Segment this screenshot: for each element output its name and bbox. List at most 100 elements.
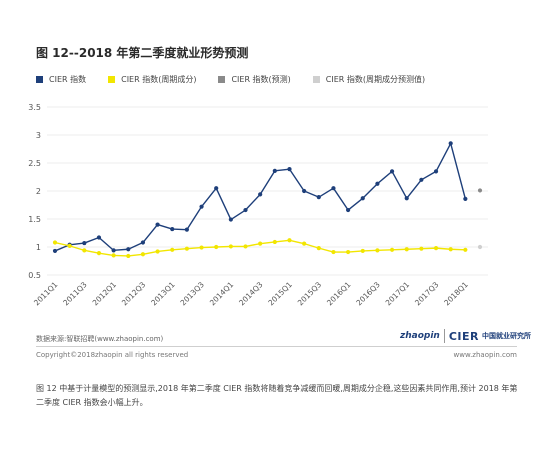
data-point-cier-index — [331, 186, 336, 191]
data-point-cyclical-component — [272, 239, 277, 245]
data-point-cier-index — [140, 240, 146, 245]
data-point-cier-index — [126, 247, 131, 252]
data-point-cyclical-component — [287, 238, 292, 243]
data-point-cyclical-component — [360, 248, 365, 254]
data-point-cyclical-component — [463, 247, 468, 252]
chart-legend: CIER 指数 CIER 指数(周期成分) CIER 指数(预测) CIER 指… — [36, 72, 447, 86]
x-tick-label: 2014Q1 — [208, 280, 236, 308]
data-point-cier-index — [433, 169, 439, 174]
cier-logo: CIER — [448, 329, 479, 343]
data-point-cier-index — [302, 188, 307, 194]
y-tick-label: 3.5 — [28, 103, 41, 112]
legend-item-cier: CIER 指数 — [36, 74, 86, 85]
data-point-cier-index — [111, 248, 116, 253]
chart-title: 图 12--2018 年第二季度就业形势预测 — [36, 46, 249, 60]
data-point-cyclical-component — [170, 247, 175, 252]
x-tick-label: 2016Q3 — [354, 280, 382, 308]
data-point-cier-index — [155, 222, 160, 227]
zhaopin-logo: zhaopin — [400, 331, 440, 341]
x-tick-label: 2011Q3 — [61, 280, 89, 308]
legend-swatch-cier — [36, 75, 43, 83]
legend-item-forecast: CIER 指数(预测) — [218, 74, 291, 85]
data-point-cyclical-component — [82, 248, 87, 253]
data-point-cyclical-component — [331, 249, 336, 255]
x-tick-label: 2014Q3 — [237, 280, 265, 308]
x-tick-label: 2017Q1 — [384, 280, 412, 308]
data-point-cyclical-component — [111, 253, 116, 258]
x-tick-label: 2012Q1 — [91, 280, 119, 308]
data-point-cier-index — [258, 192, 263, 197]
x-tick-label: 2015Q1 — [266, 280, 294, 308]
data-point-cyclical-component — [419, 246, 424, 251]
data-point-cyclical-component — [302, 241, 307, 246]
x-tick-label: 2016Q1 — [325, 280, 353, 308]
y-tick-label: 2 — [36, 187, 41, 196]
x-tick-label: 2017Q3 — [413, 280, 441, 308]
legend-swatch-cyclical — [108, 75, 116, 83]
chart-note: 图 12 中基于计量模型的预测显示,2018 年第二季度 CIER 指数将随着竞… — [36, 384, 518, 407]
legend-label-cyclical-forecast: CIER 指数(周期成分预测值) — [325, 74, 426, 84]
data-point-cyclical-component — [375, 248, 380, 253]
data-point-cier-index — [463, 196, 468, 201]
data-point-cier-index — [448, 141, 453, 146]
data-point-cyclical-component — [155, 249, 160, 254]
data-point-cier-index — [389, 169, 395, 174]
copyright: Copyright©2018zhaopin all rights reserve… — [36, 351, 189, 359]
data-point-cyclical-component — [184, 246, 189, 251]
data-point-cyclical-component — [199, 245, 204, 250]
data-point-cyclical-component — [214, 244, 219, 250]
data-point-cyclical-component — [346, 249, 351, 255]
y-tick-label: 1 — [36, 243, 41, 252]
data-point-cyclical-component — [448, 247, 453, 252]
data-point-cier-index — [287, 167, 292, 172]
data-point-cyclical-component — [140, 252, 146, 257]
legend-swatch-forecast — [218, 75, 226, 83]
cier-logo-cn: 中国就业研究所 — [482, 332, 531, 340]
data-point-cier-index — [360, 196, 365, 201]
x-tick-label: 2012Q3 — [120, 280, 148, 308]
website-link[interactable]: www.zhaopin.com — [453, 351, 517, 359]
data-point-cier-index — [243, 207, 248, 213]
data-point-cier-index — [214, 186, 219, 191]
data-point-cier-index — [52, 248, 58, 254]
footer-logos: zhaopin CIER 中国就业研究所 — [400, 328, 531, 344]
footer-divider — [36, 346, 517, 347]
data-point-cier-index — [419, 177, 424, 182]
x-tick-label: 2011Q1 — [32, 280, 60, 308]
data-point-cyclical-component — [389, 247, 395, 252]
y-tick-label: 0.5 — [28, 271, 41, 280]
data-point-cier-index — [170, 226, 175, 232]
y-tick-label: 3 — [36, 131, 41, 140]
legend-item-cyclical-forecast: CIER 指数(周期成分预测值) — [312, 74, 426, 85]
data-point-cyclical-component — [126, 253, 131, 259]
series-line-cier-index — [54, 142, 467, 252]
data-point-cyclical-component — [258, 241, 263, 246]
data-point-cier-index — [96, 235, 102, 240]
data-point-cyclical-component — [316, 246, 321, 251]
data-source: 数据来源:智联招聘(www.zhaopin.com) — [36, 335, 164, 343]
legend-swatch-cyclical-forecast — [312, 75, 320, 83]
data-point-cier-index — [346, 207, 351, 213]
x-tick-label: 2013Q1 — [149, 280, 177, 308]
legend-label-cyclical: CIER 指数(周期成分) — [121, 74, 197, 84]
data-point-cyclical-component — [433, 246, 439, 251]
data-point-cier-index — [375, 181, 380, 186]
x-tick-label: 2013Q3 — [179, 280, 207, 308]
data-point-cier-index — [199, 204, 204, 209]
data-point-cyclical-component — [96, 251, 102, 256]
legend-label-cier: CIER 指数 — [49, 74, 87, 84]
data-point-cyclical-forecast — [477, 244, 483, 250]
legend-item-cyclical: CIER 指数(周期成分) — [108, 74, 196, 85]
data-point-cier-index — [184, 227, 189, 232]
data-point-cier-forecast — [477, 188, 483, 193]
x-tick-label: 2015Q3 — [296, 280, 324, 308]
y-tick-label: 1.5 — [28, 215, 41, 224]
data-point-cier-index — [316, 195, 321, 200]
data-point-cyclical-component — [404, 247, 409, 252]
data-point-cyclical-component — [243, 244, 248, 249]
data-point-cier-index — [82, 240, 87, 246]
data-point-cier-index — [228, 217, 233, 222]
data-point-cyclical-component — [52, 240, 58, 245]
y-tick-label: 2.5 — [28, 159, 41, 168]
